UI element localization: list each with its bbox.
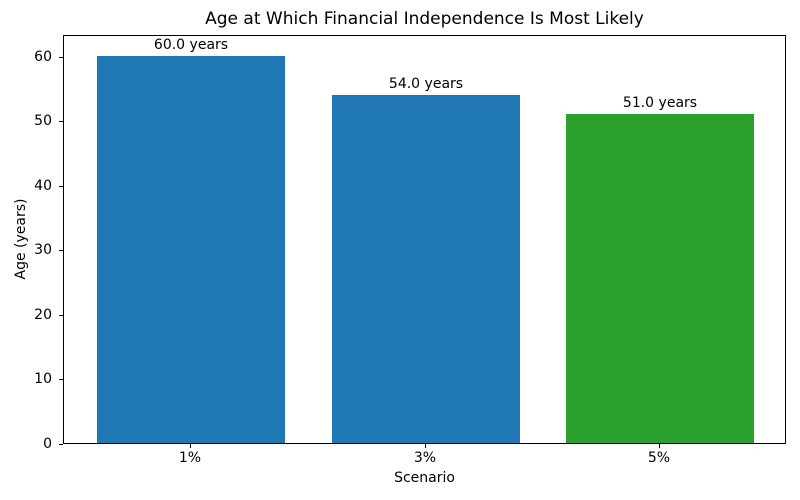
- y-tick-mark: [59, 444, 63, 445]
- bar-value-label: 51.0 years: [622, 95, 698, 111]
- x-tick-mark: [659, 444, 660, 448]
- plot-area: 60.0 years 54.0 years 51.0 years: [63, 35, 786, 444]
- bar: [97, 56, 285, 443]
- y-tick-mark: [59, 250, 63, 251]
- y-tick-mark: [59, 121, 63, 122]
- bar-value-label: 54.0 years: [388, 76, 464, 92]
- x-axis-label: Scenario: [394, 470, 455, 486]
- bar: [332, 95, 520, 443]
- chart-title: Age at Which Financial Independence Is M…: [205, 9, 644, 29]
- x-tick-label: 5%: [647, 450, 671, 466]
- x-tick-mark: [425, 444, 426, 448]
- y-tick-label: 40: [34, 178, 52, 194]
- x-tick-label: 3%: [413, 450, 437, 466]
- y-tick-label: 50: [34, 113, 52, 129]
- x-tick-label: 1%: [178, 450, 202, 466]
- y-tick-label: 30: [34, 242, 52, 258]
- y-tick-label: 10: [34, 371, 52, 387]
- bar: [566, 114, 754, 443]
- y-axis-label: Age (years): [13, 198, 29, 280]
- x-tick-mark: [190, 444, 191, 448]
- y-tick-mark: [59, 379, 63, 380]
- y-tick-mark: [59, 315, 63, 316]
- y-tick-mark: [59, 57, 63, 58]
- bar-value-label: 60.0 years: [153, 37, 229, 53]
- y-tick-label: 20: [34, 307, 52, 323]
- y-tick-label: 60: [34, 49, 52, 65]
- y-tick-label: 0: [43, 436, 52, 452]
- y-tick-mark: [59, 186, 63, 187]
